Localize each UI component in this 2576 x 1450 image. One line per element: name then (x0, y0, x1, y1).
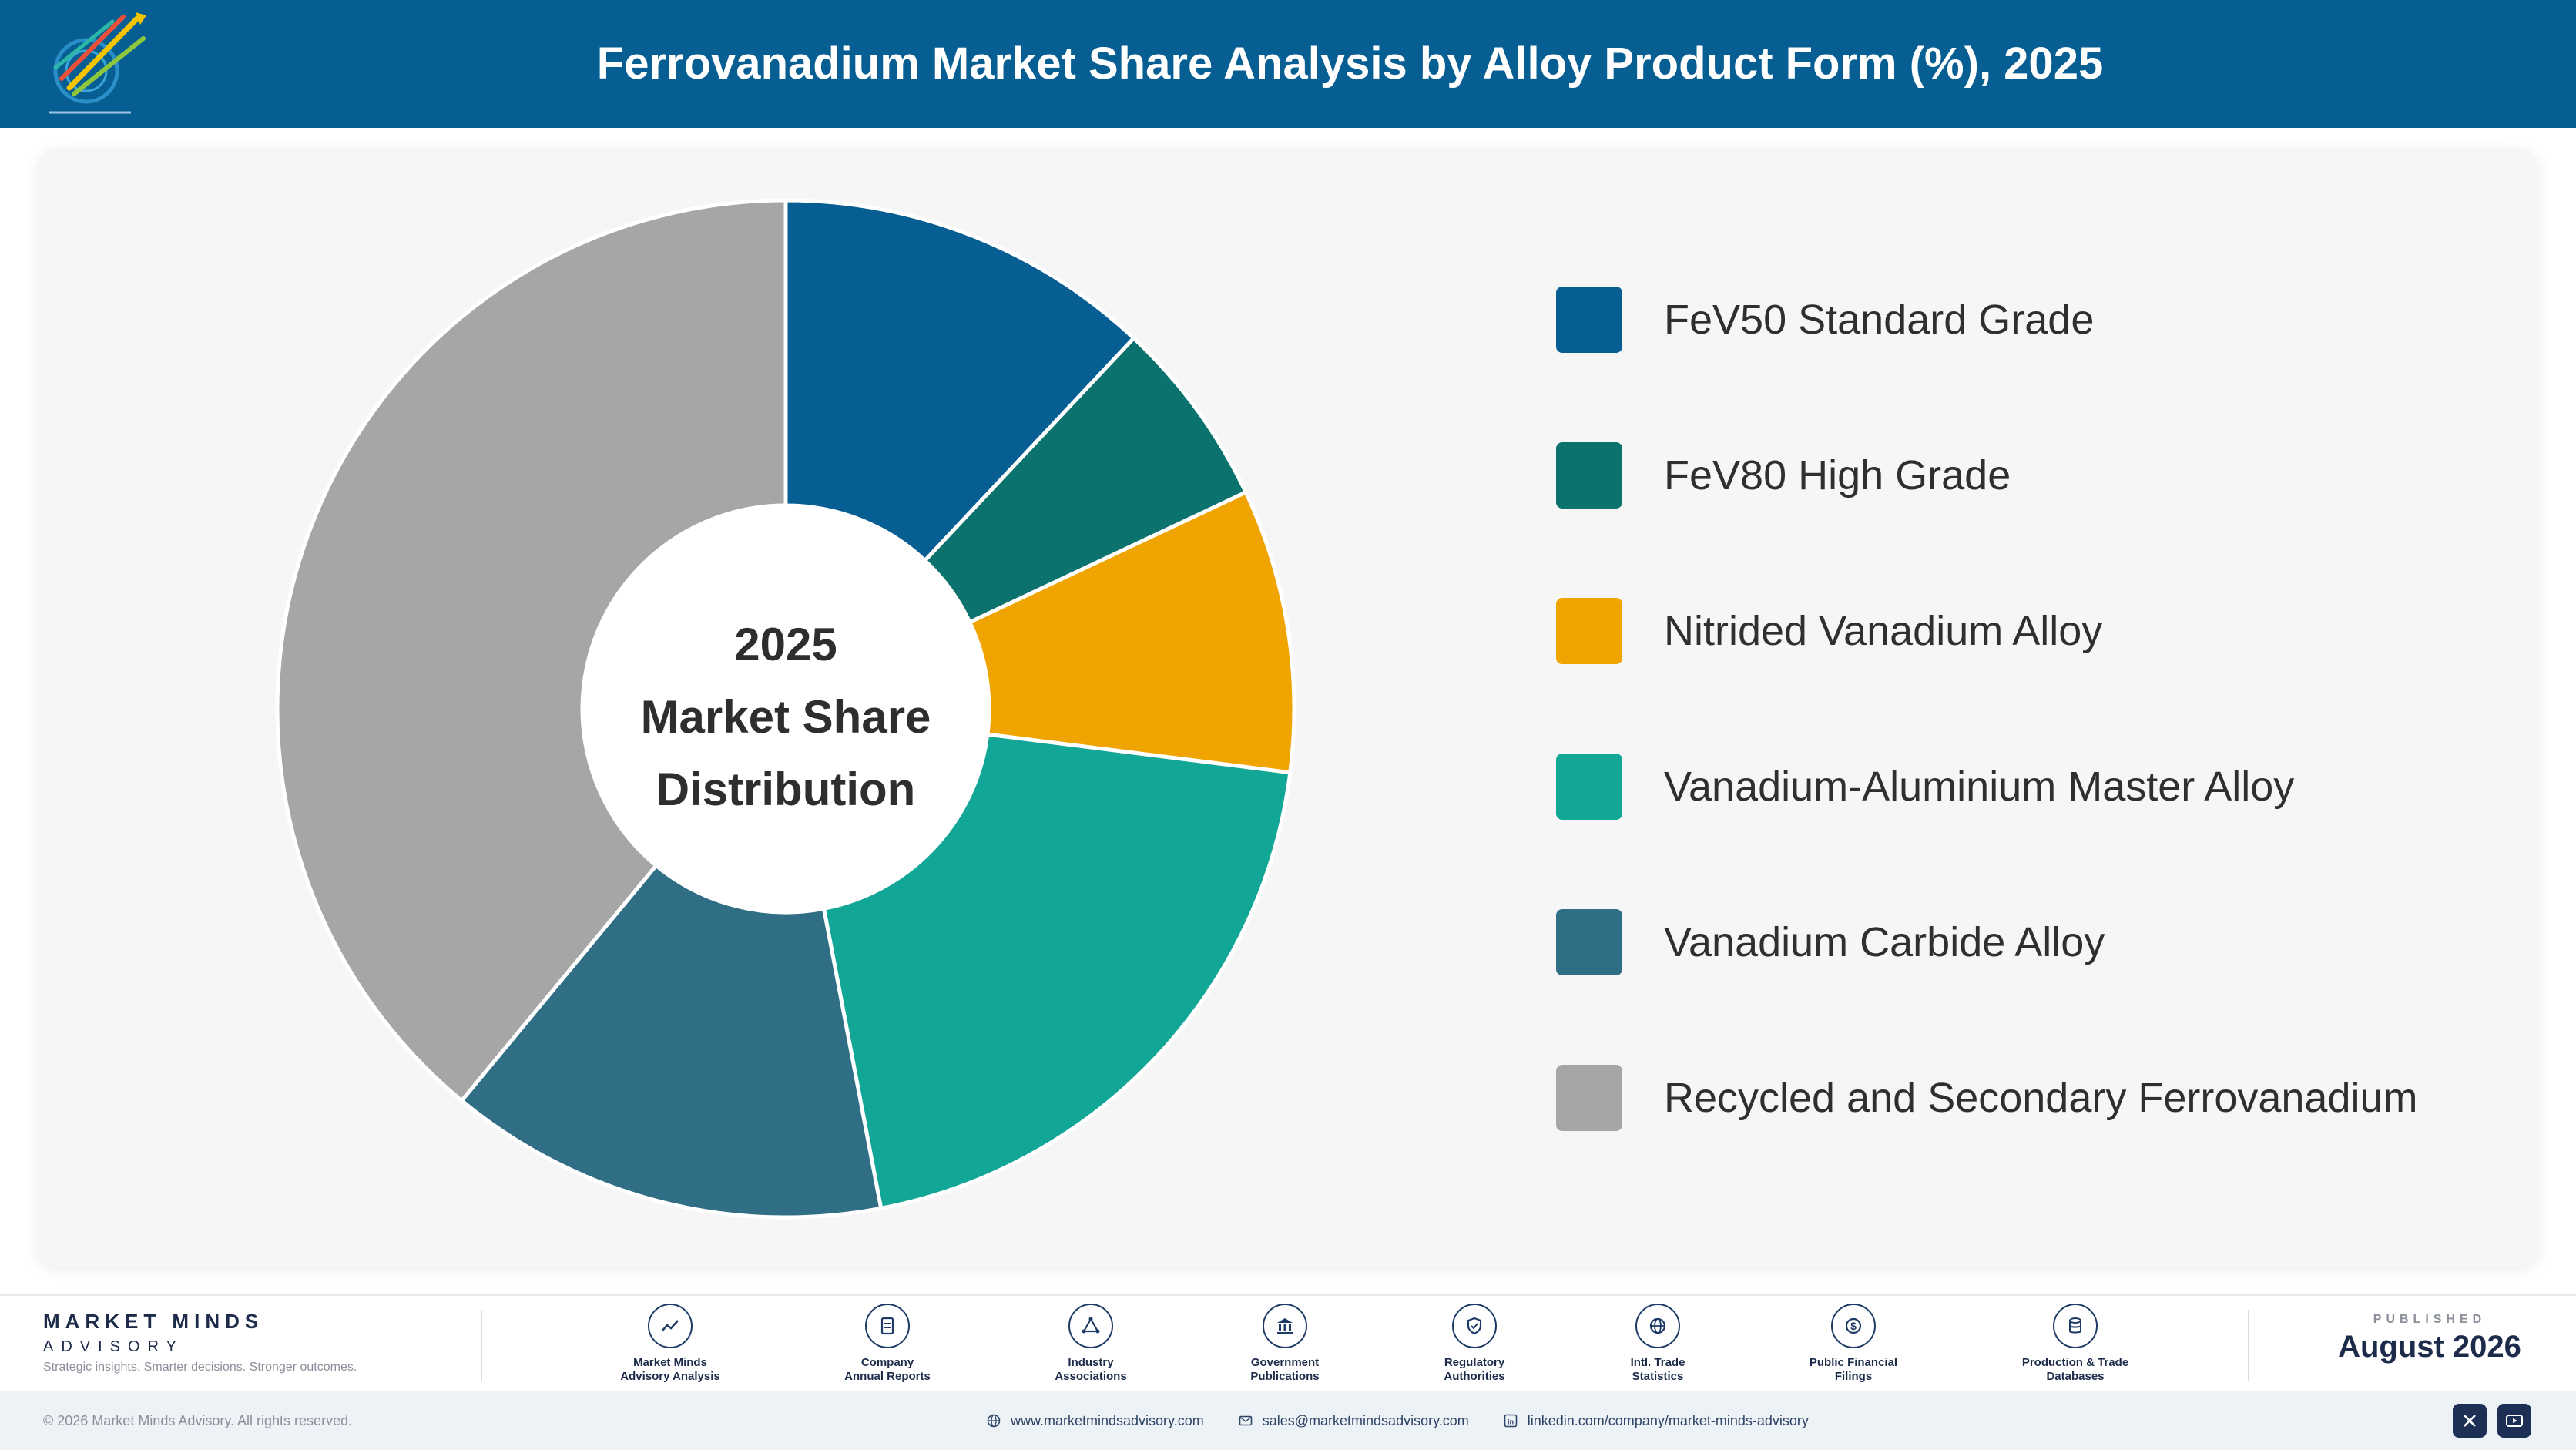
svg-text:$: $ (1850, 1320, 1857, 1332)
legend-swatch (1556, 598, 1622, 664)
legend-item: Nitrided Vanadium Alloy (1556, 596, 2519, 752)
legend-swatch (1556, 754, 1622, 820)
source-item: $ Public Financial Filings (1761, 1304, 1946, 1384)
brand-sub: ADVISORY (43, 1338, 184, 1355)
legend-label: Recycled and Secondary Ferrovanadium (1664, 1075, 2418, 1121)
linkedin-link[interactable]: in linkedin.com/company/market-minds-adv… (1503, 1413, 1809, 1429)
shield-check-icon (1452, 1304, 1497, 1348)
footer-divider (2248, 1310, 2249, 1381)
legend-swatch (1556, 287, 1622, 353)
government-building-icon (1263, 1304, 1307, 1348)
source-label: Market Minds Advisory Analysis (620, 1356, 720, 1383)
header-bar: Ferrovanadium Market Share Analysis by A… (0, 0, 2576, 128)
legend-item: FeV50 Standard Grade (1556, 285, 2519, 441)
source-label: Intl. Trade Statistics (1630, 1356, 1685, 1383)
globe-icon (1635, 1304, 1680, 1348)
legend-item: Recycled and Secondary Ferrovanadium (1556, 1063, 2519, 1219)
youtube-social-button[interactable] (2497, 1404, 2531, 1438)
footer-divider (481, 1310, 482, 1381)
website-link[interactable]: www.marketmindsadvisory.com (986, 1413, 1204, 1429)
source-item: Industry Associations (998, 1304, 1183, 1384)
legend-item: Vanadium Carbide Alloy (1556, 908, 2519, 1063)
footer: MARKET MINDS ADVISORY Strategic insights… (0, 1294, 2576, 1391)
legend-label: FeV50 Standard Grade (1664, 297, 2095, 343)
source-label: Public Financial Filings (1809, 1356, 1898, 1383)
mail-icon (1238, 1413, 1253, 1428)
svg-text:in: in (1508, 1418, 1514, 1426)
legend-label: Nitrided Vanadium Alloy (1664, 608, 2103, 654)
contact-links: www.marketmindsadvisory.com sales@market… (986, 1391, 1809, 1450)
copyright-text: © 2026 Market Minds Advisory. All rights… (43, 1413, 353, 1428)
arrows-target-logo (49, 12, 146, 114)
footer-brand: MARKET MINDS ADVISORY Strategic insights… (43, 1310, 357, 1374)
legend-swatch (1556, 442, 1622, 509)
email-text: sales@marketmindsadvisory.com (1262, 1412, 1469, 1428)
donut-hole (582, 505, 989, 912)
x-icon (2464, 1415, 2476, 1427)
published-label: PUBLISHED (2373, 1313, 2487, 1326)
database-icon (2053, 1304, 2098, 1348)
brand-name: MARKET MINDS (43, 1310, 264, 1333)
donut-center-label: 2025 Market Share Distribution (601, 609, 971, 826)
bottom-bar: © 2026 Market Minds Advisory. All rights… (0, 1391, 2576, 1450)
source-item: Production & Trade Databases (1983, 1304, 2168, 1384)
chart-legend: FeV50 Standard Grade FeV80 High Grade Ni… (1556, 285, 2519, 1219)
trend-line-icon (648, 1304, 693, 1348)
legend-swatch (1556, 909, 1622, 975)
legend-label: Vanadium-Aluminium Master Alloy (1664, 764, 2295, 810)
center-label-year: 2025 (734, 619, 837, 670)
center-label-line2: Market Share (640, 691, 931, 743)
youtube-icon (2506, 1415, 2523, 1427)
published-block: PUBLISHED August 2026 (2329, 1313, 2530, 1364)
published-date: August 2026 (2338, 1330, 2521, 1364)
email-link[interactable]: sales@marketmindsadvisory.com (1238, 1413, 1469, 1429)
website-text: www.marketmindsadvisory.com (1011, 1412, 1204, 1428)
source-label: Production & Trade Databases (2021, 1356, 2129, 1383)
dollar-coin-icon: $ (1831, 1304, 1876, 1348)
network-icon (1068, 1304, 1113, 1348)
source-item: Market Minds Advisory Analysis (578, 1304, 763, 1384)
document-icon (865, 1304, 910, 1348)
linkedin-text: linkedin.com/company/market-minds-adviso… (1527, 1412, 1809, 1428)
legend-item: FeV80 High Grade (1556, 441, 2519, 596)
brand-tagline: Strategic insights. Smarter decisions. S… (43, 1361, 357, 1374)
legend-item: Vanadium-Aluminium Master Alloy (1556, 752, 2519, 908)
source-item: Government Publications (1192, 1304, 1377, 1384)
source-item: Intl. Trade Statistics (1565, 1304, 1750, 1384)
globe-icon (986, 1413, 1001, 1428)
x-social-button[interactable] (2453, 1404, 2487, 1438)
linkedin-icon: in (1503, 1413, 1518, 1428)
source-label: Government Publications (1250, 1356, 1320, 1383)
center-label-line3: Distribution (656, 764, 916, 815)
source-item: Company Annual Reports (795, 1304, 980, 1384)
legend-label: FeV80 High Grade (1664, 452, 2011, 498)
source-label: Company Annual Reports (844, 1356, 931, 1383)
legend-swatch (1556, 1065, 1622, 1131)
source-label: Industry Associations (1055, 1356, 1127, 1383)
source-item: Regulatory Authorities (1382, 1304, 1567, 1384)
legend-label: Vanadium Carbide Alloy (1664, 919, 2105, 965)
chart-title: Ferrovanadium Market Share Analysis by A… (596, 39, 2104, 89)
source-label: Regulatory Authorities (1444, 1356, 1505, 1383)
